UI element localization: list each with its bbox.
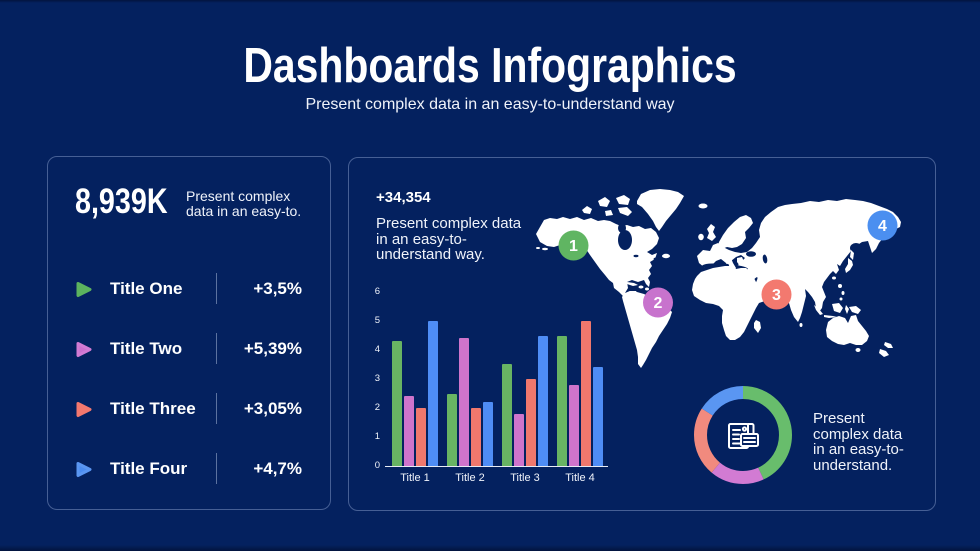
svg-text:1: 1 [569,238,578,255]
svg-text:3: 3 [772,287,781,304]
svg-text:4: 4 [878,218,887,235]
svg-text:2: 2 [654,295,663,312]
